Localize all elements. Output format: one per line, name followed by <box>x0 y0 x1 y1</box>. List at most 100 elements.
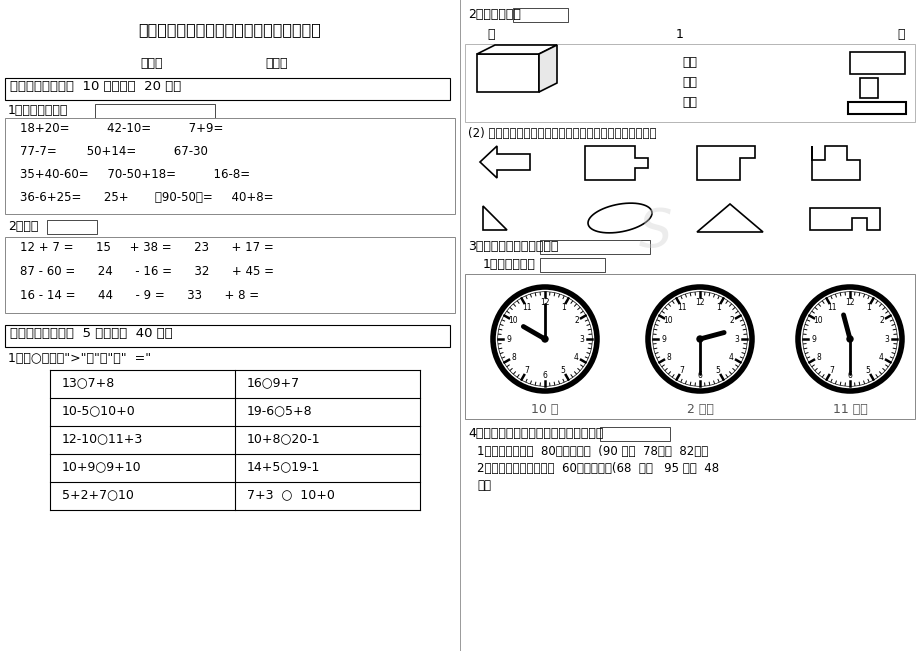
Polygon shape <box>811 146 859 180</box>
Text: 12: 12 <box>539 298 550 307</box>
Text: 10-5○10+0: 10-5○10+0 <box>62 404 136 417</box>
Text: 1、画出时针。: 1、画出时针。 <box>482 258 535 271</box>
Text: 3: 3 <box>578 335 584 344</box>
Text: 8: 8 <box>665 353 670 362</box>
Circle shape <box>697 336 702 342</box>
Circle shape <box>498 293 591 385</box>
Bar <box>539 240 650 254</box>
Text: ）: ） <box>897 28 904 41</box>
Text: 9: 9 <box>811 335 815 344</box>
Text: 12-10○11+3: 12-10○11+3 <box>62 432 143 445</box>
Bar <box>47 220 96 234</box>
Polygon shape <box>482 206 506 230</box>
Text: 3、请你画出时针或分针。: 3、请你画出时针或分针。 <box>468 240 558 253</box>
Text: 1、书包的价钱比  80元少一些。  (90 元、  78元、  82元）: 1、书包的价钱比 80元少一些。 (90 元、 78元、 82元） <box>476 445 708 458</box>
Text: 1: 1 <box>715 303 720 312</box>
Text: 12: 12 <box>845 298 854 307</box>
Polygon shape <box>697 146 754 180</box>
Text: 后面: 后面 <box>682 96 697 109</box>
Bar <box>5 78 449 100</box>
Text: 2: 2 <box>729 316 733 326</box>
Text: 11 时半: 11 时半 <box>832 403 867 416</box>
Text: 6: 6 <box>846 371 852 380</box>
Bar <box>847 102 905 114</box>
Text: 2、口算: 2、口算 <box>8 220 39 233</box>
Polygon shape <box>584 146 647 180</box>
Text: 1: 1 <box>865 303 869 312</box>
Text: 4、按要求将你认为合适的答案圈起来。: 4、按要求将你认为合适的答案圈起来。 <box>468 427 603 440</box>
Text: 10+8○20-1: 10+8○20-1 <box>246 432 321 445</box>
Text: 8: 8 <box>511 353 516 362</box>
Polygon shape <box>480 146 529 178</box>
Text: 6: 6 <box>542 371 547 380</box>
Text: 1、直接写得数。: 1、直接写得数。 <box>8 104 68 117</box>
Text: 8: 8 <box>815 353 820 362</box>
Text: 4: 4 <box>573 353 578 362</box>
Text: 5+2+7○10: 5+2+7○10 <box>62 488 134 501</box>
Text: 36-6+25=      25+       （90-50）=     40+8=: 36-6+25= 25+ （90-50）= 40+8= <box>20 191 273 204</box>
Text: 10 时: 10 时 <box>531 403 558 416</box>
Bar <box>849 52 904 74</box>
Circle shape <box>653 293 745 385</box>
Text: 5: 5 <box>561 366 565 375</box>
Text: 下面: 下面 <box>682 76 697 89</box>
Text: （: （ <box>486 28 494 41</box>
Text: 2 时半: 2 时半 <box>686 403 712 416</box>
Text: 12: 12 <box>695 298 704 307</box>
Circle shape <box>803 293 895 385</box>
Text: 一、填空题（每题  10 分，共计  20 分）: 一、填空题（每题 10 分，共计 20 分） <box>10 80 181 93</box>
Text: 7+3  ○  10+0: 7+3 ○ 10+0 <box>246 488 335 501</box>
Text: 人教版小学一年级数学下册期末测试试题五: 人教版小学一年级数学下册期末测试试题五 <box>139 22 321 37</box>
Text: 35+40-60=     70-50+18=          16-8=: 35+40-60= 70-50+18= 16-8= <box>20 168 250 181</box>
Text: S: S <box>638 206 671 258</box>
Bar <box>859 78 877 98</box>
Bar <box>599 427 669 441</box>
Bar <box>464 44 914 122</box>
Text: 10: 10 <box>508 316 517 326</box>
Text: 10: 10 <box>663 316 673 326</box>
Text: 4: 4 <box>879 353 883 362</box>
Text: 11: 11 <box>521 303 531 312</box>
Text: 1: 1 <box>561 303 565 312</box>
Text: 19-6○5+8: 19-6○5+8 <box>246 404 312 417</box>
Text: 10+9○9+10: 10+9○9+10 <box>62 460 142 473</box>
Text: 10: 10 <box>812 316 823 326</box>
Text: 3: 3 <box>733 335 738 344</box>
Bar <box>464 274 914 419</box>
Polygon shape <box>539 45 556 92</box>
Text: 二、混合题（每题  5 分，共计  40 分）: 二、混合题（每题 5 分，共计 40 分） <box>10 327 173 340</box>
Circle shape <box>846 336 852 342</box>
Polygon shape <box>587 203 652 233</box>
Text: 姓名：: 姓名： <box>265 57 287 70</box>
Text: 班级：: 班级： <box>140 57 163 70</box>
Text: 11: 11 <box>826 303 835 312</box>
Text: 7: 7 <box>678 366 684 375</box>
Text: 1、在○里填上">"、"＜"或"  =": 1、在○里填上">"、"＜"或" =" <box>8 352 151 365</box>
Text: 2: 2 <box>879 316 883 326</box>
Text: 2: 2 <box>573 316 578 326</box>
Bar <box>5 118 455 214</box>
Text: 3: 3 <box>883 335 888 344</box>
Text: 5: 5 <box>865 366 869 375</box>
Bar <box>95 104 215 118</box>
Text: 16○9+7: 16○9+7 <box>246 376 300 389</box>
Text: 16 - 14 =      44      - 9 =      33      + 8 =: 16 - 14 = 44 - 9 = 33 + 8 = <box>20 289 259 302</box>
Bar <box>476 54 539 92</box>
Text: 12 + 7 =      15     + 38 =      23      + 17 =: 12 + 7 = 15 + 38 = 23 + 17 = <box>20 241 274 254</box>
Text: 9: 9 <box>661 335 665 344</box>
Bar <box>539 258 605 272</box>
Text: 7: 7 <box>828 366 834 375</box>
Bar <box>5 237 455 313</box>
Text: 9: 9 <box>505 335 510 344</box>
Circle shape <box>541 336 548 342</box>
Bar <box>513 8 567 22</box>
Text: 1: 1 <box>675 28 683 41</box>
Polygon shape <box>809 208 879 230</box>
Text: 2、我会连线。: 2、我会连线。 <box>468 8 520 21</box>
Polygon shape <box>697 204 762 232</box>
Text: 18+20=          42-10=          7+9=: 18+20= 42-10= 7+9= <box>20 122 223 135</box>
Text: 4: 4 <box>728 353 733 362</box>
Text: 14+5○19-1: 14+5○19-1 <box>246 460 320 473</box>
Text: 元）: 元） <box>476 479 491 492</box>
Text: 11: 11 <box>676 303 686 312</box>
